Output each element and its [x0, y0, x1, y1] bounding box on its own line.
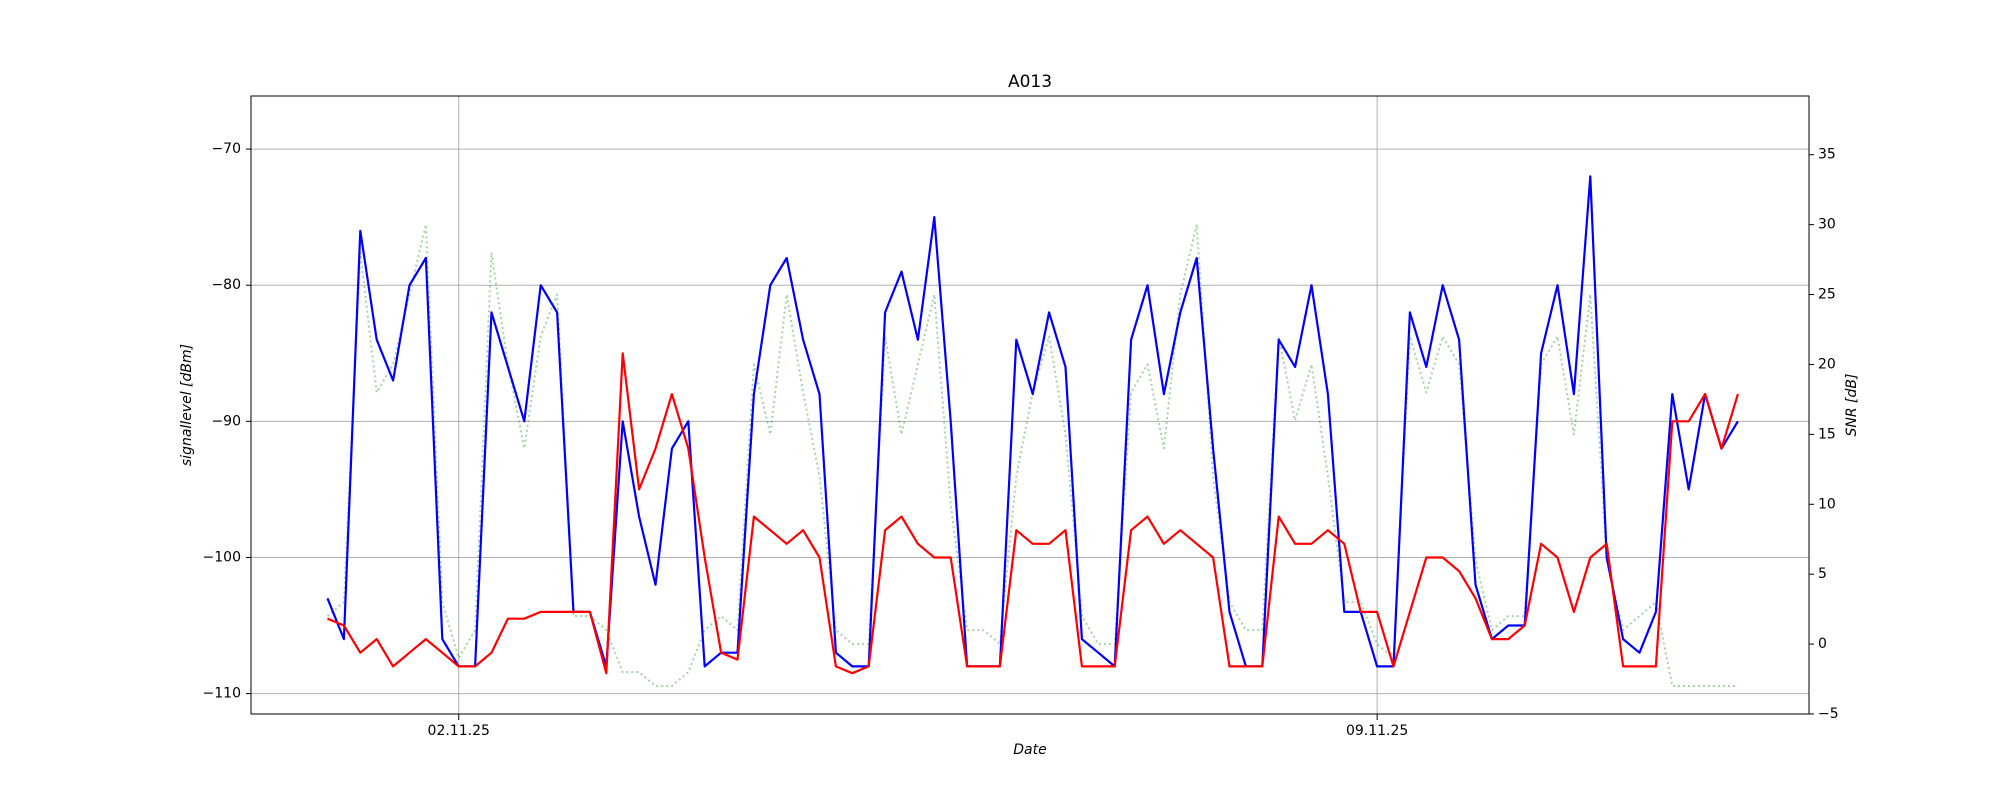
y-tick-label: −100: [203, 549, 241, 565]
y2-tick-label: 10: [1818, 496, 1836, 512]
y2-tick-label: 20: [1818, 356, 1836, 372]
y2-tick-label: 0: [1818, 636, 1827, 652]
chart-title: A013: [1008, 72, 1052, 92]
series-line: [326, 175, 1739, 668]
y2-tick-label: 30: [1818, 217, 1836, 233]
x-tick-label: 02.11.25: [428, 723, 490, 739]
plot-area: [251, 96, 1809, 714]
y-axis-label: signallevel [dBm]: [179, 344, 195, 466]
y2-tick-label: 5: [1818, 566, 1827, 582]
x-axis-label: Date: [1013, 742, 1046, 758]
y2-tick-label: 15: [1818, 426, 1836, 442]
y-tick-label: −80: [211, 277, 241, 293]
y-tick-label: −70: [211, 141, 241, 157]
y2-tick-label: −5: [1818, 706, 1839, 722]
y-tick-label: −90: [211, 413, 241, 429]
x-tick-label: 09.11.25: [1346, 723, 1408, 739]
y2-tick-label: 35: [1818, 147, 1836, 163]
y2-tick-label: 25: [1818, 287, 1836, 303]
y-tick-label: −110: [203, 686, 241, 702]
axes-frame: [250, 95, 1810, 715]
series-line: [327, 352, 1739, 675]
y2-axis-label: SNR [dB]: [1844, 374, 1860, 437]
